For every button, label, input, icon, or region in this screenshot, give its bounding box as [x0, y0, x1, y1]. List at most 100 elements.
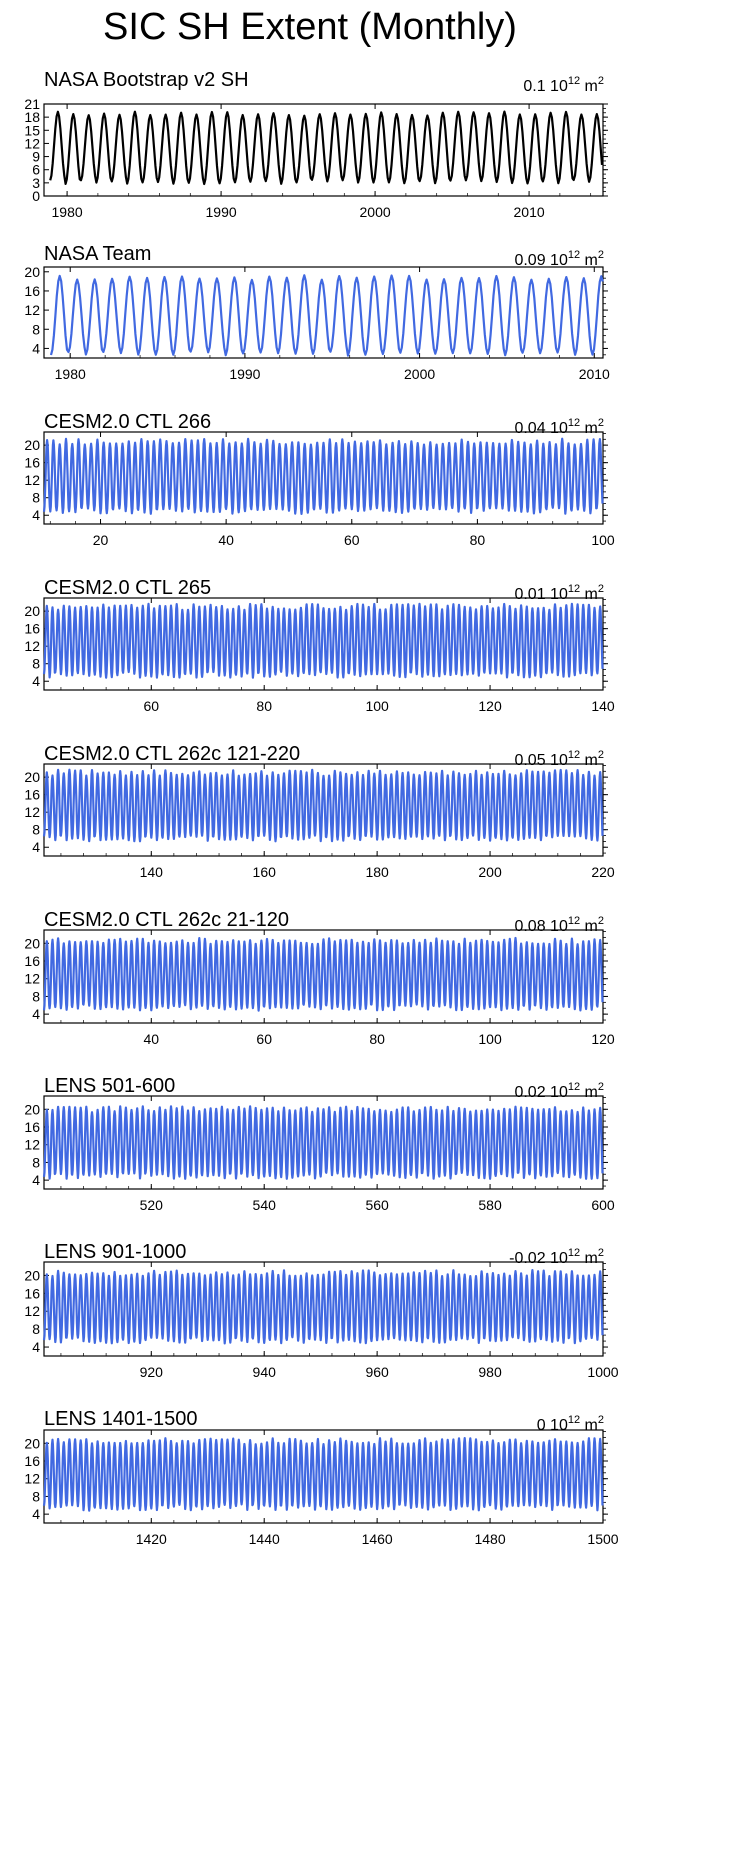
- y-tick-label: 20: [24, 1101, 40, 1117]
- series-line: [42, 602, 604, 679]
- y-tick-label: 16: [24, 1285, 40, 1301]
- y-tick-label: 16: [24, 953, 40, 969]
- x-tick-label: 100: [365, 698, 389, 714]
- panel-right-label: 0.05 1012 m2: [514, 749, 604, 769]
- y-tick-label: 8: [32, 1154, 40, 1170]
- y-tick-label: 8: [32, 1321, 40, 1337]
- x-tick-label: 2010: [514, 204, 545, 220]
- y-tick-label: 9: [32, 149, 40, 165]
- x-tick-label: 40: [143, 1031, 159, 1047]
- y-tick-label: 6: [32, 162, 40, 178]
- y-tick-label: 16: [24, 621, 40, 637]
- y-tick-label: 0: [32, 188, 40, 204]
- x-tick-label: 960: [365, 1364, 389, 1380]
- y-tick-label: 20: [24, 264, 40, 280]
- panel-right-label: 0.1 1012 m2: [523, 75, 604, 95]
- y-tick-label: 8: [32, 988, 40, 1004]
- x-tick-label: 140: [591, 698, 615, 714]
- y-tick-label: 18: [24, 109, 40, 125]
- x-tick-label: 1480: [474, 1531, 505, 1547]
- y-tick-label: 4: [32, 1172, 40, 1188]
- x-tick-label: 580: [478, 1197, 502, 1213]
- series-line: [42, 768, 604, 843]
- panel-right-label: 0.09 1012 m2: [514, 249, 604, 269]
- panel-title: CESM2.0 CTL 265: [44, 577, 211, 599]
- x-tick-label: 1440: [249, 1531, 280, 1547]
- x-tick-label: 200: [478, 864, 502, 880]
- y-tick-label: 20: [24, 437, 40, 453]
- panel-5: CESM2.0 CTL 262c 121-220 0.05 1012 m2 48 12…: [24, 743, 614, 880]
- y-tick-label: 12: [24, 135, 40, 151]
- y-tick-label: 3: [32, 175, 40, 191]
- x-tick-label: 1420: [136, 1531, 167, 1547]
- plot-frame: [43, 1095, 604, 1190]
- x-tick-label: 60: [143, 698, 159, 714]
- y-tick-label: 20: [24, 935, 40, 951]
- y-tick-label: 4: [32, 507, 40, 523]
- x-tick-label: 600: [591, 1197, 615, 1213]
- panel-title: LENS 501-600: [44, 1075, 175, 1097]
- plot-frame: [43, 1261, 604, 1357]
- series-line: [42, 1105, 604, 1180]
- panel-right-label: 0.08 1012 m2: [514, 915, 604, 935]
- series-line: [42, 936, 604, 1012]
- y-tick-label: 12: [24, 1471, 40, 1487]
- x-tick-label: 560: [365, 1197, 389, 1213]
- y-tick-label: 4: [32, 673, 40, 689]
- y-tick-label: 8: [32, 822, 40, 838]
- x-tick-label: 80: [470, 532, 486, 548]
- y-tick-label: 4: [32, 1006, 40, 1022]
- x-tick-label: 940: [253, 1364, 277, 1380]
- plot-frame: [43, 1429, 604, 1524]
- panel-right-label: 0.02 1012 m2: [514, 1081, 604, 1101]
- y-tick-label: 16: [24, 1453, 40, 1469]
- series-line: [42, 1437, 604, 1512]
- y-tick-label: 12: [24, 472, 40, 488]
- y-tick-label: 12: [24, 1137, 40, 1153]
- x-tick-label: 60: [344, 532, 360, 548]
- x-tick-label: 220: [591, 864, 615, 880]
- panel-right-label: 0 1012 m2: [537, 1414, 604, 1434]
- panel-title: CESM2.0 CTL 266: [44, 411, 211, 433]
- plot-frame: [43, 103, 604, 197]
- y-tick-label: 15: [24, 122, 40, 138]
- y-tick-label: 4: [32, 340, 40, 356]
- x-tick-label: 140: [140, 864, 164, 880]
- x-tick-label: 20: [93, 532, 109, 548]
- y-tick-label: 20: [24, 769, 40, 785]
- x-tick-label: 180: [365, 864, 389, 880]
- x-tick-label: 80: [256, 698, 272, 714]
- x-tick-label: 520: [140, 1197, 164, 1213]
- plot-frame: [43, 929, 604, 1024]
- plot-frame: [43, 763, 604, 857]
- panel-1: NASA Bootstrap v2 SH 0.1 1012 m2036912151…: [24, 69, 608, 220]
- y-tick-label: 12: [24, 302, 40, 318]
- y-tick-label: 4: [32, 1339, 40, 1355]
- x-tick-label: 1980: [55, 366, 86, 382]
- x-tick-label: 40: [218, 532, 234, 548]
- y-tick-label: 20: [24, 603, 40, 619]
- y-tick-label: 8: [32, 1488, 40, 1504]
- x-tick-label: 60: [256, 1031, 272, 1047]
- panel-8: LENS 901-1000 -0.02 1012 m2 4 8 12 16 20 920 940…: [24, 1241, 618, 1380]
- y-tick-label: 20: [24, 1267, 40, 1283]
- panel-title: LENS 901-1000: [44, 1241, 186, 1263]
- plot-frame: [43, 431, 604, 525]
- series-line: [49, 274, 604, 357]
- x-tick-label: 1460: [362, 1531, 393, 1547]
- y-tick-label: 12: [24, 804, 40, 820]
- panel-6: CESM2.0 CTL 262c 21-120 0.08 1012 m2 4 812 1…: [24, 909, 614, 1047]
- panel-right-label: -0.02 1012 m2: [509, 1247, 604, 1267]
- y-tick-label: 16: [24, 1119, 40, 1135]
- y-tick-label: 8: [32, 321, 40, 337]
- panel-right-label: 0.01 1012 m2: [514, 583, 604, 603]
- y-tick-label: 4: [32, 1506, 40, 1522]
- x-tick-label: 920: [140, 1364, 164, 1380]
- y-tick-label: 16: [24, 455, 40, 471]
- series-line: [42, 1269, 604, 1345]
- x-tick-label: 1000: [587, 1364, 618, 1380]
